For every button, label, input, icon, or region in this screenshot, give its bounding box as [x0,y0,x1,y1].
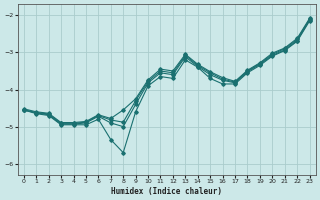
X-axis label: Humidex (Indice chaleur): Humidex (Indice chaleur) [111,187,222,196]
